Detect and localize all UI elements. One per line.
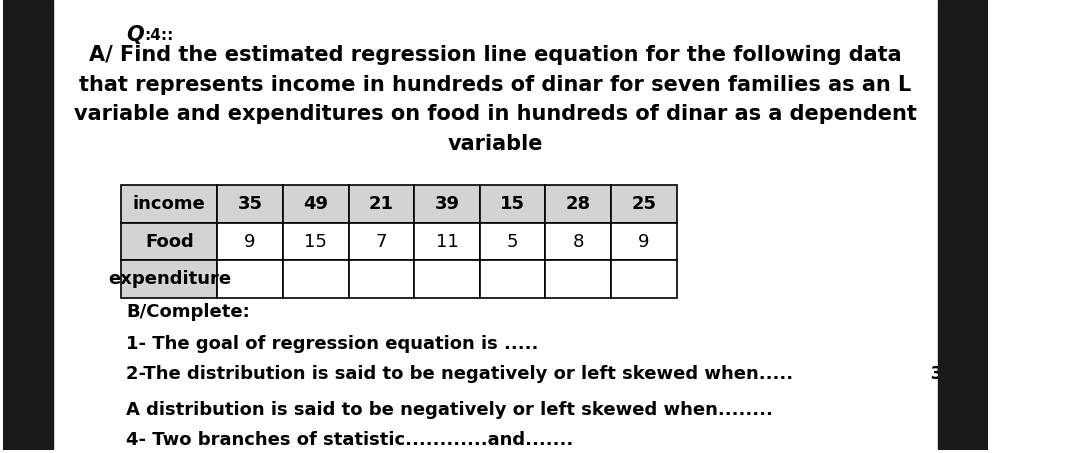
- Bar: [611, 185, 677, 223]
- Text: that represents income in hundreds of dinar for seven families as an L: that represents income in hundreds of di…: [79, 75, 912, 95]
- Text: 9: 9: [244, 232, 256, 251]
- Bar: [545, 185, 611, 223]
- Bar: [283, 260, 349, 298]
- Bar: [3, 0, 53, 450]
- Text: 7: 7: [376, 232, 387, 251]
- Text: income: income: [133, 195, 205, 213]
- Bar: [937, 0, 988, 450]
- Text: 35: 35: [238, 195, 262, 213]
- Text: 2-The distribution is said to be negatively or left skewed when.....            : 2-The distribution is said to be negativ…: [126, 365, 950, 383]
- Text: variable and expenditures on food in hundreds of dinar as a dependent: variable and expenditures on food in hun…: [73, 104, 917, 125]
- Text: 1- The goal of regression equation is .....: 1- The goal of regression equation is ..…: [126, 335, 539, 353]
- Bar: [283, 185, 349, 223]
- Text: 49: 49: [303, 195, 328, 213]
- Text: 39: 39: [434, 195, 459, 213]
- Text: 11: 11: [435, 232, 458, 251]
- Bar: [480, 185, 545, 223]
- Bar: [611, 223, 677, 260]
- Text: 15: 15: [500, 195, 525, 213]
- Text: 28: 28: [566, 195, 591, 213]
- Bar: [121, 185, 217, 223]
- Text: Q: Q: [126, 25, 144, 45]
- Text: 4- Two branches of statistic............and.......: 4- Two branches of statistic............…: [126, 430, 573, 448]
- Bar: [415, 260, 480, 298]
- Bar: [480, 260, 545, 298]
- Bar: [480, 223, 545, 260]
- Text: 8: 8: [572, 232, 584, 251]
- Bar: [217, 223, 283, 260]
- Text: :4::: :4::: [145, 28, 174, 43]
- Bar: [545, 223, 611, 260]
- Text: A distribution is said to be negatively or left skewed when........: A distribution is said to be negatively …: [126, 401, 773, 419]
- Text: B/Complete:: B/Complete:: [126, 303, 249, 321]
- Bar: [121, 223, 217, 260]
- Bar: [349, 260, 415, 298]
- Bar: [283, 223, 349, 260]
- Bar: [545, 260, 611, 298]
- Text: 5: 5: [507, 232, 518, 251]
- Text: 15: 15: [305, 232, 327, 251]
- Text: 21: 21: [369, 195, 394, 213]
- Bar: [217, 185, 283, 223]
- Bar: [611, 260, 677, 298]
- Text: variable: variable: [447, 134, 543, 154]
- Text: A/ Find the estimated regression line equation for the following data: A/ Find the estimated regression line eq…: [89, 45, 902, 65]
- Text: Food: Food: [145, 232, 193, 251]
- Bar: [349, 223, 415, 260]
- Text: 9: 9: [638, 232, 650, 251]
- Bar: [415, 223, 480, 260]
- Text: expenditure: expenditure: [108, 270, 231, 289]
- Text: 25: 25: [632, 195, 657, 213]
- Bar: [121, 260, 217, 298]
- Bar: [415, 185, 480, 223]
- Bar: [349, 185, 415, 223]
- Bar: [217, 260, 283, 298]
